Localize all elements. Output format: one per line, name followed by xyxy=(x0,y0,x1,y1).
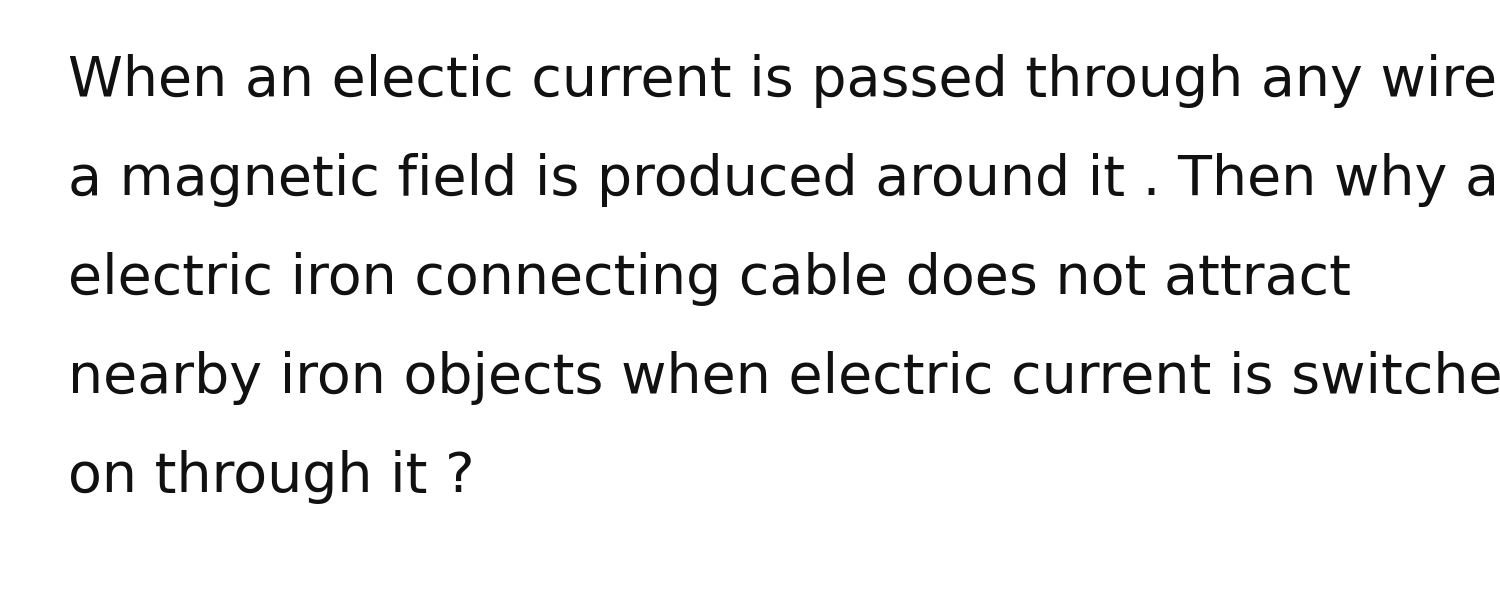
Text: on through it ?: on through it ? xyxy=(68,450,474,504)
Text: a magnetic field is produced around it . Then why an: a magnetic field is produced around it .… xyxy=(68,153,1500,207)
Text: electric iron connecting cable does not attract: electric iron connecting cable does not … xyxy=(68,252,1350,306)
Text: nearby iron objects when electric current is switched: nearby iron objects when electric curren… xyxy=(68,351,1500,405)
Text: When an electic current is passed through any wire,: When an electic current is passed throug… xyxy=(68,54,1500,108)
